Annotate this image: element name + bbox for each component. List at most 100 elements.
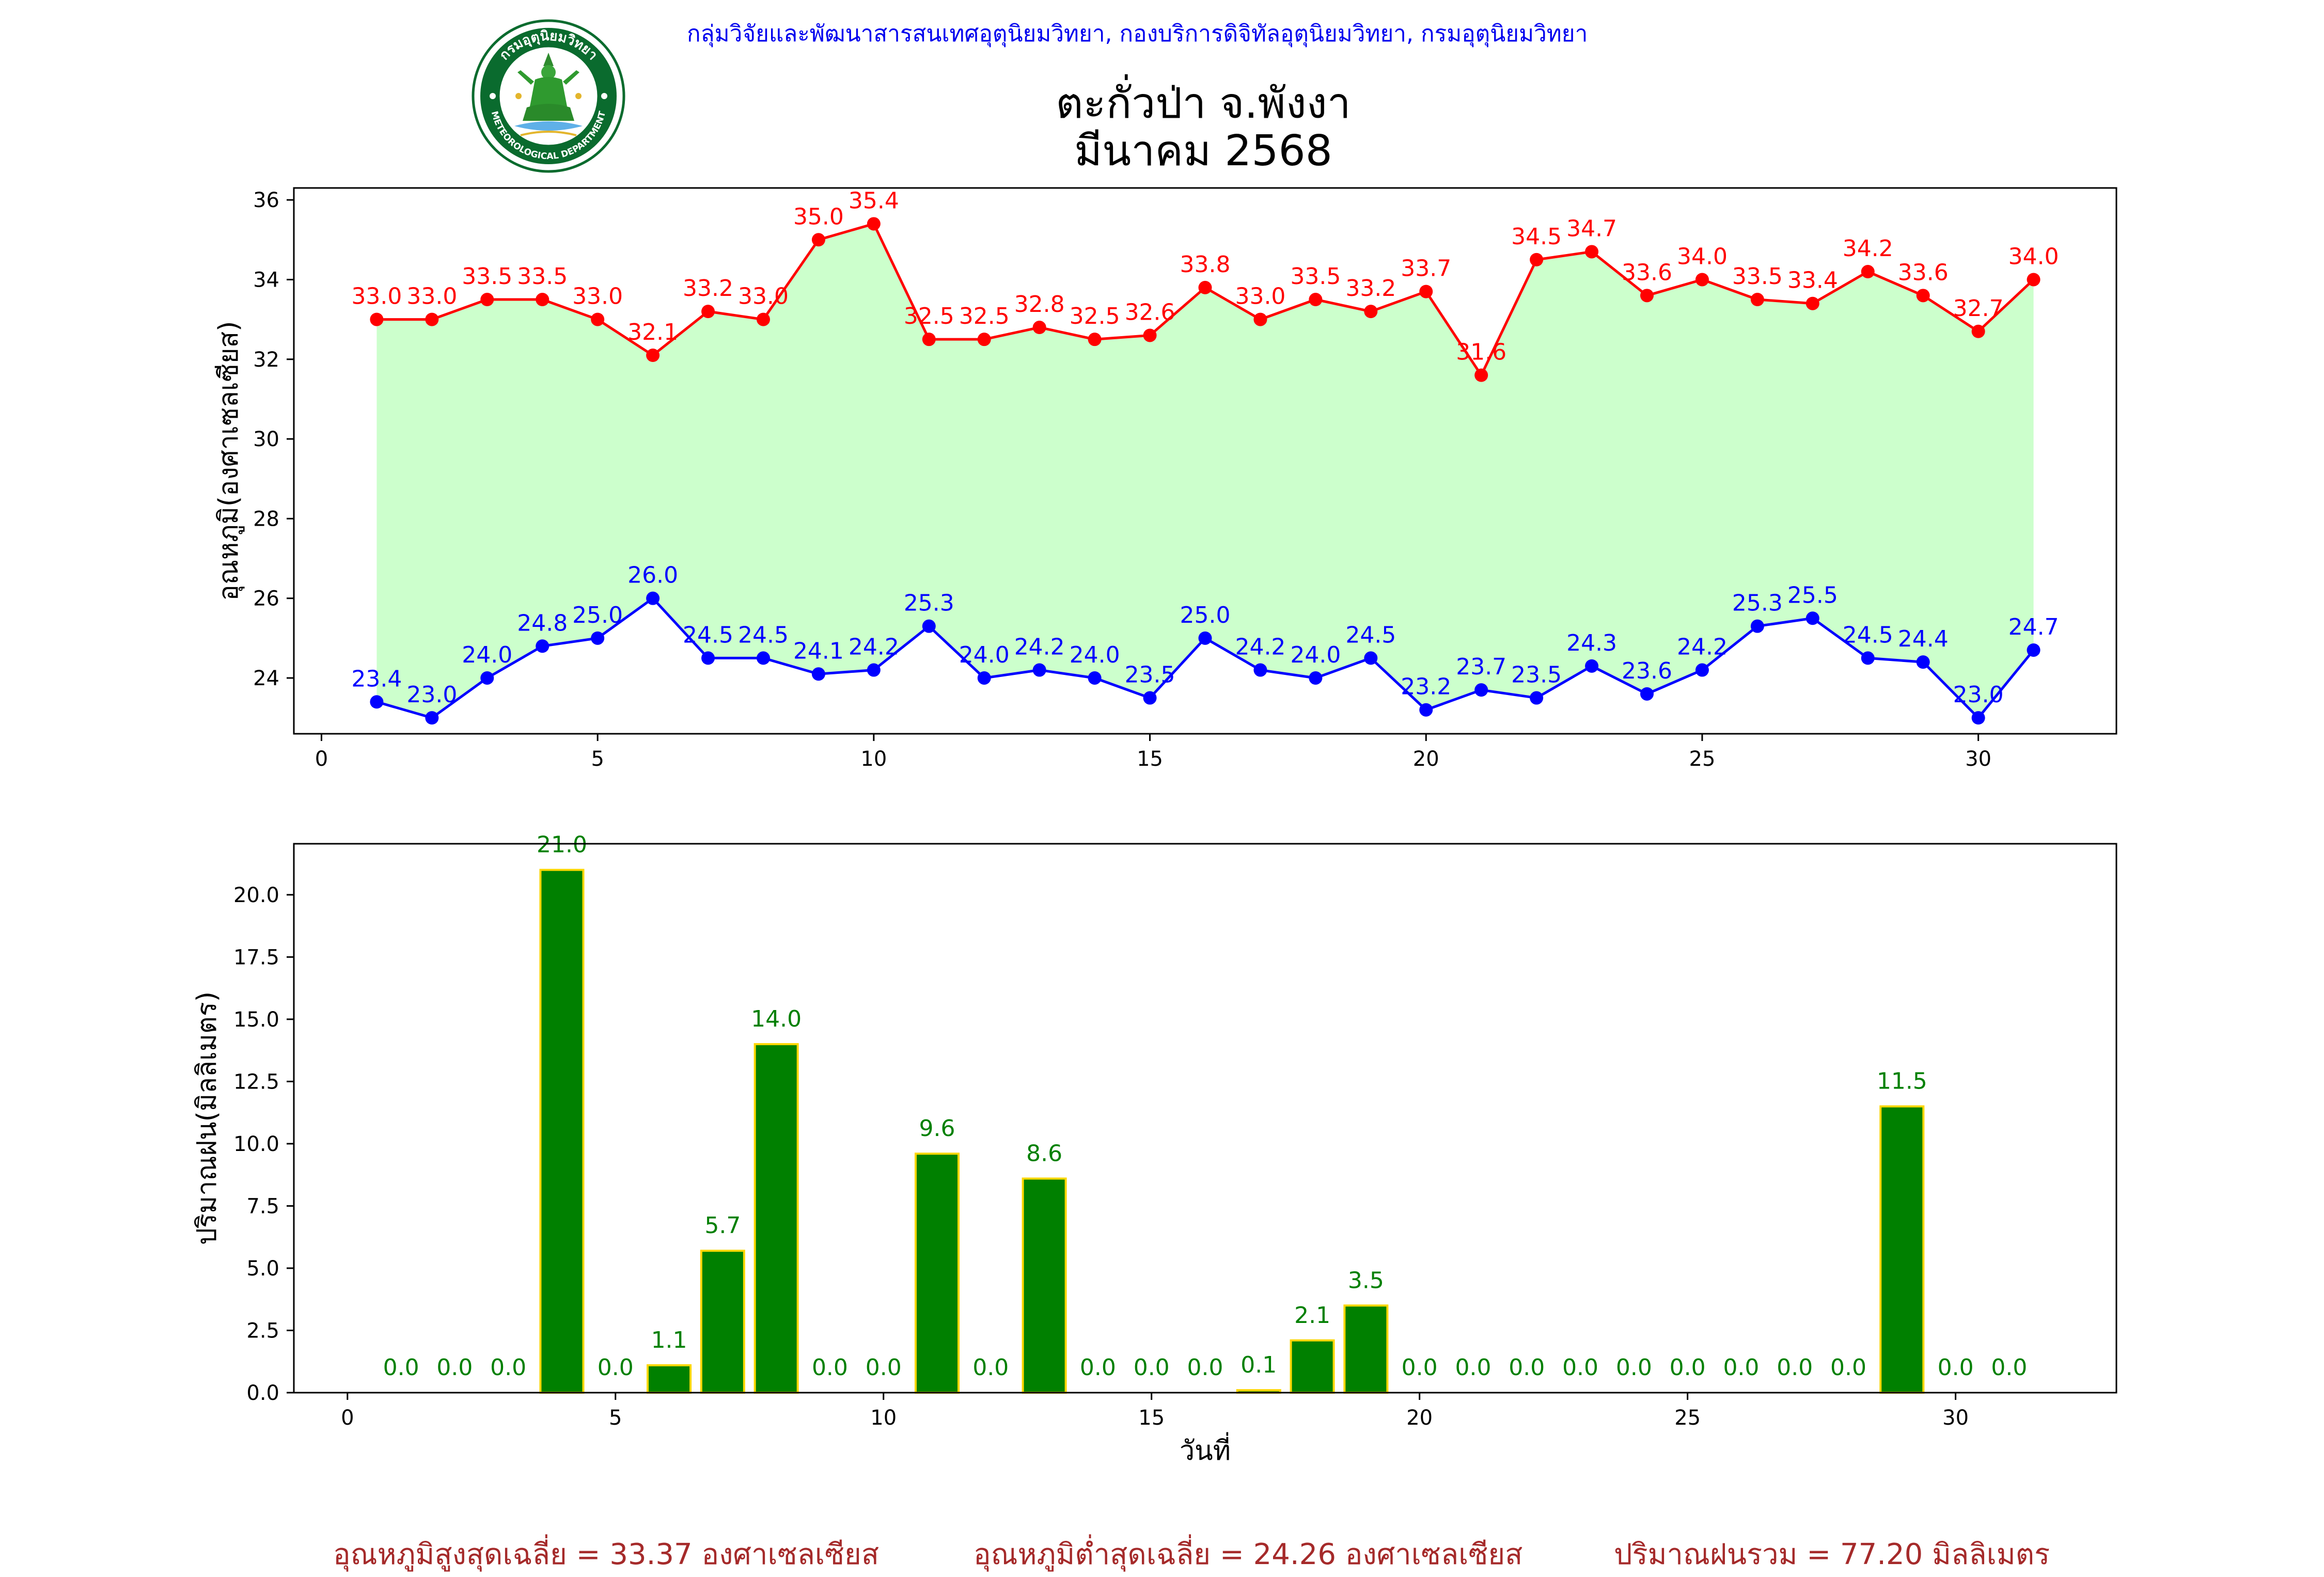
max-temp-data-label: 32.5 (959, 303, 1010, 329)
max-temp-point (1861, 265, 1875, 279)
temperature-y-tick-label: 34 (253, 268, 279, 292)
min-temp-point (1253, 663, 1267, 677)
min-temp-data-label: 24.1 (793, 638, 844, 664)
min-temp-point (425, 711, 439, 725)
rainfall-y-tick-label: 5.0 (246, 1257, 279, 1281)
min-temp-data-label: 24.5 (1843, 622, 1893, 648)
min-temp-data-label: 24.0 (462, 642, 512, 668)
rainfall-x-tick-label: 25 (1674, 1406, 1701, 1430)
min-temp-point (1585, 659, 1599, 673)
rainfall-x-tick-label: 10 (870, 1406, 897, 1430)
max-temp-point (591, 312, 605, 326)
temperature-y-tick-label: 30 (253, 428, 279, 451)
min-temp-point (1530, 691, 1544, 705)
min-temp-data-label: 25.3 (1732, 590, 1783, 617)
temperature-x-tick-label: 30 (1965, 747, 1991, 771)
max-temp-data-label: 35.0 (793, 203, 844, 230)
min-temp-data-label: 23.5 (1511, 662, 1562, 688)
min-temp-point (2027, 643, 2040, 657)
rainfall-data-label: 0.0 (1777, 1354, 1813, 1381)
rainfall-x-tick-label: 15 (1138, 1406, 1165, 1430)
rainfall-bar (647, 1364, 692, 1394)
min-temp-point (811, 667, 825, 681)
rainfall-bar (1022, 1177, 1067, 1394)
min-temp-point (1309, 671, 1323, 685)
min-temp-data-label: 23.0 (406, 682, 457, 708)
rainfall-data-label: 0.0 (866, 1354, 902, 1381)
rainfall-data-label: 14.0 (751, 1006, 802, 1032)
max-temp-point (1585, 245, 1599, 259)
rainfall-data-label: 0.0 (383, 1354, 419, 1381)
rainfall-y-tick-label: 15.0 (233, 1008, 279, 1032)
min-temp-data-label: 24.2 (1235, 634, 1285, 660)
rainfall-x-tick-label: 0 (341, 1406, 354, 1430)
min-temp-data-label: 25.3 (904, 590, 954, 617)
min-temp-point (977, 671, 991, 685)
min-temp-point (370, 695, 384, 709)
max-temp-point (425, 312, 439, 326)
rainfall-bar (1879, 1105, 1925, 1394)
max-temp-data-label: 32.5 (1070, 303, 1120, 329)
min-temp-data-label: 24.7 (2008, 614, 2059, 640)
rainfall-x-tick-label: 5 (609, 1406, 622, 1430)
max-temp-data-label: 35.4 (849, 187, 899, 214)
tmd-logo: กรมอุตุนิยมวิทยา METEOROLOGICAL DEPARTME… (472, 19, 625, 173)
rainfall-plot-frame (293, 843, 2117, 1394)
min-temp-data-label: 23.0 (1953, 682, 2004, 708)
rainfall-y-tick-label: 2.5 (246, 1319, 279, 1343)
rainfall-data-label: 0.0 (1723, 1354, 1759, 1381)
rainfall-data-label: 11.5 (1877, 1068, 1927, 1095)
min-temp-data-label: 24.8 (517, 610, 568, 636)
min-temp-point (536, 639, 549, 653)
rainfall-data-label: 0.0 (1080, 1354, 1116, 1381)
min-temp-point (480, 671, 494, 685)
max-temp-point (536, 293, 549, 307)
max-temp-data-label: 33.0 (351, 283, 402, 310)
temperature-plot-frame (293, 187, 2117, 735)
min-temp-data-label: 24.5 (683, 622, 733, 648)
temperature-x-tick-label: 15 (1137, 747, 1163, 771)
max-temp-data-label: 33.4 (1787, 267, 1838, 294)
rainfall-bar (915, 1153, 960, 1394)
chart-title-station: ตะกั่วป่า จ.พังงา (1056, 79, 1351, 128)
min-temp-data-label: 24.2 (849, 634, 899, 660)
max-temp-point (756, 312, 770, 326)
min-temp-point (1640, 687, 1654, 701)
max-temp-data-label: 34.0 (2008, 243, 2059, 270)
max-temp-point (977, 333, 991, 346)
min-temp-point (1032, 663, 1046, 677)
max-temp-data-label: 32.8 (1014, 291, 1065, 318)
rainfall-y-tick-label: 10.0 (233, 1132, 279, 1156)
min-temp-data-label: 24.0 (959, 642, 1010, 668)
rainfall-bar (700, 1250, 745, 1394)
min-temp-point (1474, 683, 1488, 697)
max-temp-point (811, 233, 825, 247)
rainfall-data-label: 1.1 (651, 1327, 687, 1353)
summary-rain-total: ปริมาณฝนรวม = 77.20 มิลลิเมตร (1614, 1538, 2050, 1571)
min-temp-data-label: 25.0 (1180, 602, 1231, 628)
min-temp-data-label: 23.2 (1401, 674, 1451, 700)
max-temp-data-label: 33.0 (738, 283, 789, 310)
max-temp-data-label: 33.8 (1180, 251, 1231, 278)
rainfall-data-label: 0.0 (1938, 1354, 1974, 1381)
max-temp-data-label: 32.1 (627, 319, 678, 345)
max-temp-data-label: 33.6 (1622, 259, 1672, 286)
min-temp-point (1198, 631, 1212, 645)
rainfall-data-label: 0.0 (1830, 1354, 1866, 1381)
rainfall-data-label: 0.0 (972, 1354, 1009, 1381)
max-temp-point (1032, 321, 1046, 335)
rainfall-data-label: 21.0 (537, 832, 587, 858)
min-temp-point (1971, 711, 1985, 725)
rainfall-data-label: 0.0 (1134, 1354, 1170, 1381)
rainfall-x-axis-label: วันที่ (1180, 1432, 1231, 1466)
max-temp-point (1419, 285, 1433, 298)
rainfall-y-axis-label: ปริมาณฝน(มิลลิเมตร) (192, 991, 223, 1245)
rainfall-data-label: 0.0 (1509, 1354, 1545, 1381)
min-temp-data-label: 24.2 (1677, 634, 1728, 660)
min-temp-data-label: 24.3 (1566, 630, 1617, 656)
rainfall-data-label: 0.0 (598, 1354, 634, 1381)
min-temp-data-label: 23.6 (1622, 658, 1672, 684)
max-temp-data-label: 33.5 (1732, 263, 1783, 290)
rainfall-data-label: 0.0 (812, 1354, 848, 1381)
max-temp-point (1143, 328, 1157, 342)
